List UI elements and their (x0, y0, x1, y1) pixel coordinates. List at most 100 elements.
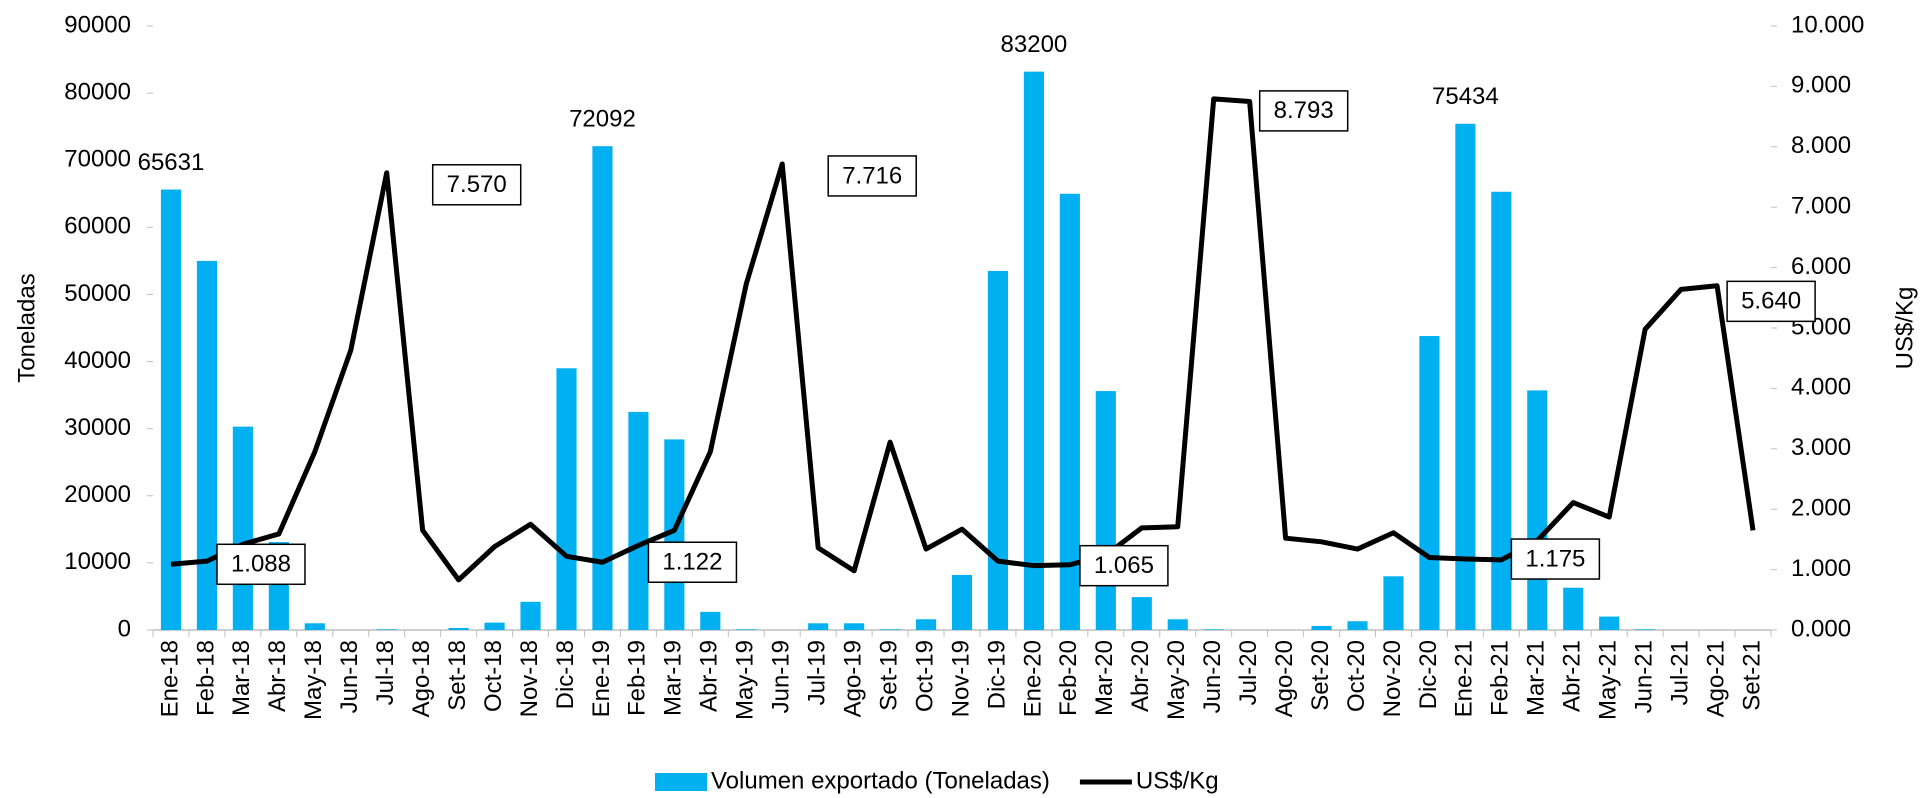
y-tick-label: 40000 (64, 347, 131, 374)
bar (736, 629, 757, 630)
x-tick-label: Jul-21 (1666, 640, 1693, 705)
x-tick-label: Set-21 (1738, 640, 1765, 711)
x-tick-label: Mar-20 (1091, 640, 1118, 716)
bar-value-label: 72092 (569, 106, 636, 133)
line-value-label: 5.640 (1741, 288, 1801, 315)
line-label-box (647, 541, 738, 583)
x-tick-label: Ene-19 (588, 640, 615, 717)
x-tick-label: Feb-19 (624, 640, 651, 716)
y2-tick-label: 4.000 (1791, 374, 1851, 401)
line-value-label: 7.570 (447, 171, 507, 198)
line-label-box (1510, 538, 1601, 580)
line-value-label: 8.793 (1274, 97, 1334, 124)
bar (1095, 391, 1116, 630)
x-tick-label: Dic-19 (983, 640, 1010, 709)
y2-tick-label: 6.000 (1791, 253, 1851, 280)
y2-tick-label: 0.000 (1791, 615, 1851, 642)
x-tick-label: Jun-19 (768, 640, 795, 713)
bar (1527, 390, 1548, 630)
bar (1419, 336, 1440, 630)
bar (1347, 621, 1368, 630)
bar (232, 426, 253, 630)
x-tick-label: Oct-18 (480, 640, 507, 712)
line-label-box (827, 155, 917, 197)
bar (700, 611, 721, 630)
bar (1635, 629, 1656, 630)
y-tick-label: 80000 (64, 78, 131, 105)
x-tick-label: Set-18 (444, 640, 471, 711)
line-value-label: 1.175 (1525, 545, 1585, 572)
y-tick-label: 10000 (64, 548, 131, 575)
y-tick-label: 70000 (64, 146, 131, 173)
y2-tick-label: 3.000 (1791, 434, 1851, 461)
x-tick-label: May-21 (1595, 640, 1622, 720)
y-tick-label: 50000 (64, 280, 131, 307)
y2-tick-label: 8.000 (1791, 132, 1851, 159)
bar (915, 619, 937, 630)
y2-tick-label: 1.000 (1791, 555, 1851, 582)
bar (987, 270, 1009, 630)
line (170, 96, 1756, 583)
bar (844, 623, 865, 630)
bar (1059, 193, 1080, 630)
y-tick-label: 90000 (64, 11, 131, 38)
bar (484, 622, 505, 630)
bar (196, 260, 218, 630)
line-value-label: 7.716 (842, 162, 902, 189)
x-tick-label: Nov-19 (947, 640, 974, 717)
y-tick-label: 0 (118, 615, 131, 642)
y2-axis-label: US$/Kg (1891, 287, 1918, 370)
x-tick-label: Jul-18 (372, 640, 399, 705)
x-tick-label: May-18 (300, 640, 327, 720)
x-tick-label: Feb-18 (192, 640, 219, 716)
line-label-box (1726, 280, 1816, 323)
bar-value-label: 65631 (138, 149, 205, 176)
x-tick-label: Abr-21 (1559, 640, 1586, 712)
line-label-box (431, 164, 522, 206)
x-tick-label: Ene-21 (1451, 640, 1478, 717)
bar (520, 601, 541, 630)
bar (1455, 123, 1476, 631)
bar (808, 623, 829, 630)
bar (304, 623, 325, 630)
y2-tick-label: 9.000 (1791, 72, 1851, 99)
bar (1023, 71, 1044, 630)
line-label-box (1258, 90, 1349, 132)
bar (880, 629, 901, 630)
x-tick-label: May-19 (732, 640, 759, 720)
x-tick-label: Dic-18 (552, 640, 579, 709)
x-tick-label: Abr-19 (696, 640, 723, 712)
bar (951, 574, 973, 630)
x-tick-label: May-20 (1163, 640, 1190, 720)
x-tick-label: Set-20 (1307, 640, 1334, 711)
x-tick-label: Dic-20 (1415, 640, 1442, 709)
bar (1383, 576, 1404, 630)
line-value-label: 1.122 (662, 549, 722, 576)
x-tick-label: Oct-20 (1343, 640, 1370, 712)
x-tick-label: Abr-20 (1127, 640, 1154, 712)
legend-label: Volumen exportado (Toneladas) (711, 767, 1050, 794)
x-tick-label: Jul-20 (1235, 640, 1262, 705)
x-tick-label: Mar-21 (1523, 640, 1550, 716)
bar (1563, 587, 1584, 630)
bar (448, 627, 469, 630)
legend-label: US$/Kg (1136, 767, 1219, 794)
x-tick-label: Jun-21 (1630, 640, 1657, 713)
bar-value-label: 75434 (1432, 83, 1499, 110)
legend-swatch (655, 773, 707, 791)
x-tick-label: Ene-20 (1019, 640, 1046, 717)
bar (1599, 616, 1620, 630)
x-tick-label: Feb-21 (1487, 640, 1514, 716)
y2-tick-label: 2.000 (1791, 495, 1851, 522)
bar (1203, 629, 1224, 630)
x-tick-label: Jul-19 (804, 640, 831, 705)
bar (160, 189, 182, 630)
x-tick-label: Oct-19 (911, 640, 938, 712)
x-tick-label: Jun-18 (336, 640, 363, 713)
y2-tick-label: 10.000 (1791, 11, 1864, 38)
line-value-label: 1.065 (1094, 552, 1154, 579)
bar-value-label: 83200 (1001, 31, 1068, 58)
bar (1491, 191, 1512, 630)
line-label-box (216, 543, 306, 586)
